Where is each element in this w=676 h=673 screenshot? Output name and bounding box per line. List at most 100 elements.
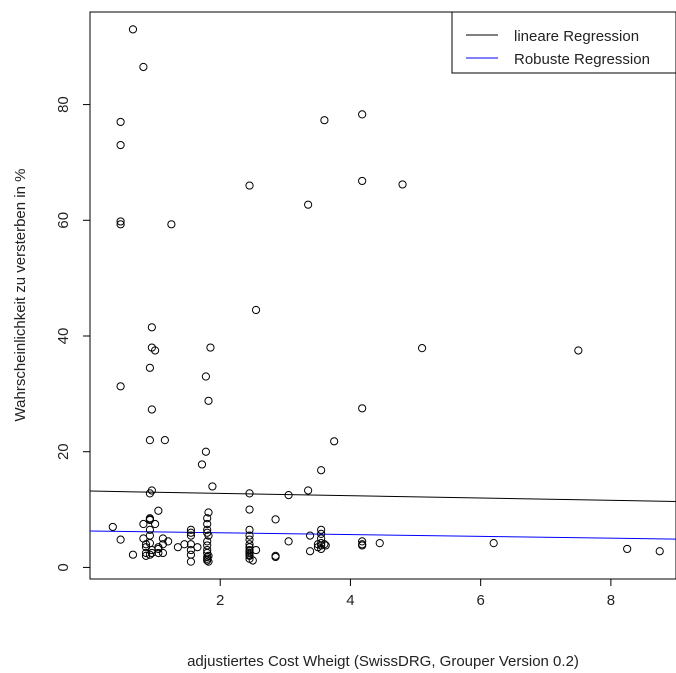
data-point	[321, 541, 330, 550]
data-point	[320, 540, 329, 549]
data-point	[145, 363, 155, 372]
data-point	[305, 547, 315, 556]
data-point	[248, 556, 257, 565]
data-point	[204, 531, 213, 540]
data-point	[313, 540, 322, 549]
data-point	[145, 515, 155, 525]
y-tick-label: 60	[55, 212, 72, 229]
data-point	[164, 537, 173, 546]
data-point	[145, 489, 155, 498]
data-point	[245, 505, 254, 514]
data-point	[145, 436, 155, 445]
plot-frame	[89, 11, 676, 580]
data-point	[245, 489, 254, 498]
data-point	[251, 545, 261, 555]
data-point	[574, 346, 583, 355]
y-tick-label: 20	[55, 443, 72, 460]
data-point	[317, 525, 326, 534]
data-point	[623, 544, 632, 554]
data-point	[245, 181, 254, 190]
data-point	[375, 539, 384, 548]
data-point	[317, 529, 326, 538]
data-point	[271, 515, 280, 524]
y-axis: 0 20 40 60 80	[55, 96, 90, 572]
data-points	[108, 25, 664, 566]
data-point	[154, 548, 163, 558]
data-point	[284, 491, 293, 500]
data-point	[201, 447, 210, 456]
data-point	[186, 557, 196, 566]
data-point	[186, 525, 196, 534]
data-point	[128, 25, 138, 34]
data-point	[116, 217, 125, 226]
data-point	[358, 110, 367, 119]
x-tick-label: 2	[216, 592, 224, 609]
data-point	[141, 551, 151, 560]
data-point	[197, 460, 207, 469]
data-point	[245, 525, 254, 534]
data-point	[203, 519, 212, 529]
data-point	[116, 535, 125, 544]
data-point	[305, 531, 315, 540]
data-point	[358, 541, 367, 550]
data-point	[203, 525, 212, 534]
data-point	[116, 220, 125, 229]
data-point	[398, 180, 407, 189]
data-point	[116, 140, 125, 150]
data-point	[151, 519, 160, 529]
y-tick-label: 0	[55, 563, 72, 571]
data-point	[204, 508, 213, 517]
data-point	[304, 200, 313, 209]
data-point	[304, 486, 313, 495]
legend: lineare Regression Robuste Regression	[451, 11, 676, 74]
data-point	[154, 544, 163, 554]
data-point	[139, 519, 148, 529]
data-point	[203, 556, 212, 565]
data-point	[180, 540, 189, 549]
legend-label-lineare-regression: lineare Regression	[514, 28, 639, 45]
x-axis-label: adjustiertes Cost Wheigt (SwissDRG, Grou…	[187, 653, 579, 670]
data-point	[358, 537, 367, 546]
data-point	[206, 343, 215, 352]
data-point	[145, 550, 155, 559]
data-point	[186, 545, 196, 555]
data-point	[139, 62, 148, 72]
data-point	[141, 548, 151, 558]
x-tick-label: 6	[476, 592, 484, 609]
data-point	[186, 528, 196, 537]
data-point	[655, 547, 664, 556]
data-point	[160, 436, 169, 445]
data-point	[208, 482, 217, 491]
data-point	[313, 543, 322, 552]
y-axis-label: Wahrscheinlichkeit zu versterben in %	[12, 169, 29, 422]
data-point	[204, 396, 213, 405]
data-point	[203, 514, 212, 523]
data-point	[116, 382, 125, 391]
data-point	[271, 552, 280, 562]
line-lineare-regression	[89, 490, 676, 502]
data-point	[203, 537, 212, 546]
data-point	[154, 506, 163, 515]
data-point	[358, 176, 367, 186]
data-point	[186, 531, 196, 540]
data-point	[145, 525, 155, 534]
data-point	[186, 540, 196, 549]
x-tick-label: 4	[346, 592, 354, 609]
data-point	[204, 557, 213, 566]
data-point	[489, 539, 498, 548]
x-axis: 2 4 6 8	[216, 579, 615, 609]
data-point	[358, 404, 367, 413]
data-point	[173, 543, 182, 552]
data-point	[193, 543, 202, 552]
data-point	[158, 548, 168, 558]
data-point	[147, 323, 156, 332]
y-tick-label: 80	[55, 96, 72, 113]
data-point	[245, 531, 254, 540]
legend-label-robuste-regression: Robuste Regression	[514, 51, 650, 68]
data-point	[141, 540, 151, 549]
x-tick-label: 8	[607, 592, 615, 609]
data-point	[320, 116, 329, 125]
data-point	[284, 537, 293, 546]
data-point	[167, 220, 176, 229]
